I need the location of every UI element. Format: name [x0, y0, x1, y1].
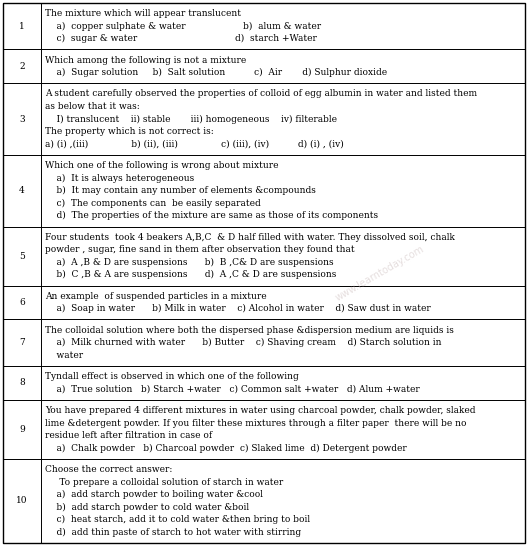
- Text: Which one of the following is wrong about mixture: Which one of the following is wrong abou…: [45, 161, 278, 170]
- Text: c)  heat starch, add it to cold water &then bring to boil: c) heat starch, add it to cold water &th…: [45, 515, 310, 524]
- Text: The property which is not correct is:: The property which is not correct is:: [45, 127, 214, 136]
- Text: a)  Chalk powder   b) Charcoal powder  c) Slaked lime  d) Detergent powder: a) Chalk powder b) Charcoal powder c) Sl…: [45, 443, 407, 453]
- Text: 2: 2: [19, 62, 25, 71]
- Text: 5: 5: [19, 252, 25, 260]
- Text: A student carefully observed the properties of colloid of egg albumin in water a: A student carefully observed the propert…: [45, 90, 477, 98]
- Text: To prepare a colloidal solution of starch in water: To prepare a colloidal solution of starc…: [45, 478, 283, 486]
- Text: lime &detergent powder. If you filter these mixtures through a filter paper  the: lime &detergent powder. If you filter th…: [45, 419, 467, 428]
- Text: a)  It is always heterogeneous: a) It is always heterogeneous: [45, 174, 194, 183]
- Text: a)  True solution   b) Starch +water   c) Common salt +water   d) Alum +water: a) True solution b) Starch +water c) Com…: [45, 384, 420, 394]
- Text: a)  Milk churned with water      b) Butter    c) Shaving cream    d) Starch solu: a) Milk churned with water b) Butter c) …: [45, 338, 441, 347]
- Text: a)  add starch powder to boiling water &cool: a) add starch powder to boiling water &c…: [45, 490, 263, 499]
- Text: b)  add starch powder to cold water &boil: b) add starch powder to cold water &boil: [45, 503, 249, 512]
- Bar: [3, 400, 525, 459]
- Text: An example  of suspended particles in a mixture: An example of suspended particles in a m…: [45, 292, 267, 301]
- Bar: [3, 227, 525, 286]
- Text: 7: 7: [19, 338, 25, 347]
- Bar: [3, 3, 525, 50]
- Bar: [3, 366, 525, 400]
- Text: www.learntoday.com: www.learntoday.com: [334, 244, 427, 302]
- Text: 1: 1: [19, 22, 25, 31]
- Text: You have prepared 4 different mixtures in water using charcoal powder, chalk pow: You have prepared 4 different mixtures i…: [45, 406, 476, 415]
- Bar: [3, 319, 525, 366]
- Text: 10: 10: [16, 496, 28, 506]
- Text: d)  The properties of the mixture are same as those of its components: d) The properties of the mixture are sam…: [45, 211, 378, 221]
- Text: powder , sugar, fine sand in them after observation they found that: powder , sugar, fine sand in them after …: [45, 245, 355, 254]
- Text: 9: 9: [19, 425, 25, 434]
- Bar: [3, 84, 525, 155]
- Text: 6: 6: [19, 298, 25, 307]
- Text: The colloidal solution where both the dispersed phase &dispersion medium are liq: The colloidal solution where both the di…: [45, 325, 454, 335]
- Text: Which among the following is not a mixture: Which among the following is not a mixtu…: [45, 56, 246, 64]
- Text: a)  copper sulphate & water                    b)  alum & water: a) copper sulphate & water b) alum & wat…: [45, 22, 321, 31]
- Text: b)  C ,B & A are suspensions      d)  A ,C & D are suspensions: b) C ,B & A are suspensions d) A ,C & D …: [45, 270, 336, 280]
- Text: water: water: [45, 351, 83, 360]
- Text: 3: 3: [19, 115, 25, 123]
- Text: c)  sugar & water                                  d)  starch +Water: c) sugar & water d) starch +Water: [45, 34, 317, 43]
- Text: Tyndall effect is observed in which one of the following: Tyndall effect is observed in which one …: [45, 372, 299, 381]
- Text: a)  Sugar solution     b)  Salt solution          c)  Air       d) Sulphur dioxi: a) Sugar solution b) Salt solution c) Ai…: [45, 68, 387, 77]
- Text: as below that it was:: as below that it was:: [45, 102, 140, 111]
- Text: 4: 4: [19, 186, 25, 195]
- Bar: [3, 459, 525, 543]
- Text: a)  A ,B & D are suspensions      b)  B ,C& D are suspensions: a) A ,B & D are suspensions b) B ,C& D a…: [45, 258, 334, 267]
- Text: 8: 8: [19, 378, 25, 387]
- Text: Choose the correct answer:: Choose the correct answer:: [45, 465, 172, 474]
- Bar: [3, 155, 525, 227]
- Text: a) (i) ,(iii)               b) (ii), (iii)               c) (iii), (iv)         : a) (i) ,(iii) b) (ii), (iii) c) (iii), (…: [45, 140, 344, 149]
- Text: residue left after filtration in case of: residue left after filtration in case of: [45, 431, 212, 440]
- Text: I) translucent    ii) stable       iii) homogeneous    iv) filterable: I) translucent ii) stable iii) homogeneo…: [45, 115, 337, 124]
- Text: d)  add thin paste of starch to hot water with stirring: d) add thin paste of starch to hot water…: [45, 528, 301, 537]
- Text: The mixture which will appear translucent: The mixture which will appear translucen…: [45, 9, 241, 18]
- Bar: [3, 286, 525, 319]
- Text: Four students  took 4 beakers A,B,C  & D half filled with water. They dissolved : Four students took 4 beakers A,B,C & D h…: [45, 233, 455, 242]
- Text: a)  Soap in water      b) Milk in water    c) Alcohol in water    d) Saw dust in: a) Soap in water b) Milk in water c) Alc…: [45, 304, 431, 313]
- Text: c)  The components can  be easily separated: c) The components can be easily separate…: [45, 199, 261, 208]
- Text: b)  It may contain any number of elements &compounds: b) It may contain any number of elements…: [45, 186, 316, 195]
- Bar: [3, 50, 525, 84]
